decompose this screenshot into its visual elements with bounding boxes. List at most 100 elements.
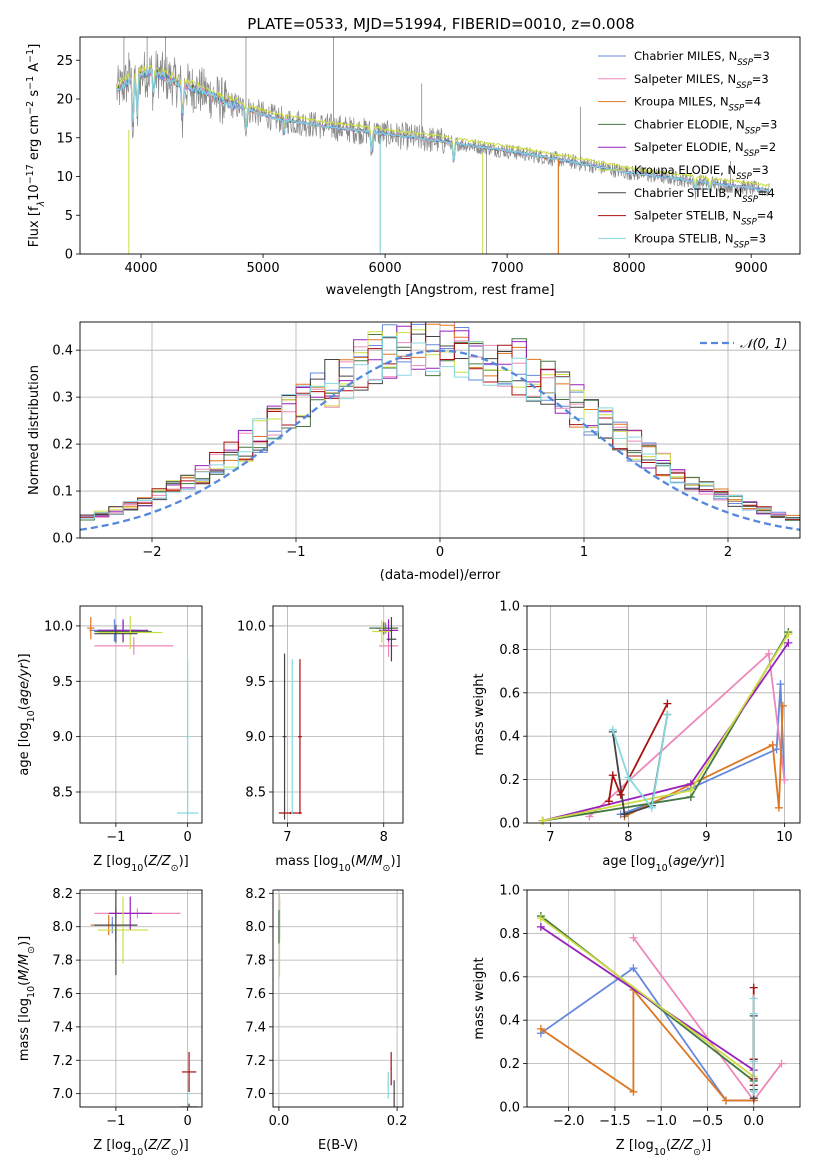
x-tick-label: 8000: [613, 261, 646, 276]
x-tick-label: 5000: [247, 261, 280, 276]
x-axis-label: age [log10(age/yr)]: [602, 854, 724, 874]
legend-entry: Salpeter STELIB, NSSP=4: [634, 209, 774, 228]
weight-marker: [616, 790, 625, 799]
mass_vs_ebv-panel: 0.0 0.2 7.0 7.2 7.4 7.6 7.8 8.0 8.2 E(B-V): [245, 887, 407, 1153]
x-axis-label: E(B-V): [318, 1138, 358, 1153]
y-tick-label: 5: [65, 209, 73, 224]
axes-frame: [526, 605, 801, 824]
weight-marker: [776, 680, 785, 689]
x-tick-label: 0.0: [743, 1114, 764, 1129]
weight-marker: [721, 1096, 730, 1105]
weight-series-salpeter_stelib: [608, 703, 669, 802]
axes-frame: [79, 889, 203, 1108]
x-tick-label: 7: [546, 830, 554, 845]
y-tick-label: 25: [56, 54, 73, 69]
weight-marker: [764, 649, 773, 658]
axes-frame: [272, 605, 404, 824]
y-tick-label: 10.0: [44, 619, 73, 634]
weight-marker: [774, 803, 783, 812]
x-axis-label: Z [log10(Z/Z⊙)]: [616, 1138, 711, 1158]
weight-marker: [749, 1087, 758, 1096]
weight-marker: [629, 964, 638, 973]
x-tick-label: 0: [184, 830, 192, 845]
y-axis-label: mass weight: [472, 673, 487, 755]
legend-entry: Chabrier STELIB, NSSP=4: [634, 186, 775, 205]
x-tick-label: −1: [106, 1114, 125, 1129]
histogram-salpeter_miles: [80, 322, 800, 521]
y-tick-label: 9.0: [245, 730, 266, 745]
axes-frame: [79, 605, 203, 824]
x-tick-label: −1: [286, 545, 305, 560]
x-axis-label: Z [log10(Z/Z⊙)]: [93, 1138, 188, 1158]
axes-frame: [79, 36, 801, 255]
weight-marker: [784, 638, 793, 647]
y-tick-label: 8.5: [52, 786, 73, 801]
y-axis-label: Normed distribution: [27, 365, 42, 495]
x-tick-label: 9000: [735, 261, 768, 276]
x-tick-label: 8: [624, 830, 632, 845]
y-tick-label: 0.4: [52, 344, 73, 359]
y-tick-label: 0.0: [499, 817, 520, 832]
figure-title: PLATE=0533, MJD=51994, FIBERID=0010, z=0…: [247, 15, 634, 33]
legend-entry: 𝒩(0, 1): [740, 337, 787, 352]
y-tick-label: 7.2: [52, 1054, 73, 1069]
y-tick-label: 7.8: [52, 954, 73, 969]
y-tick-label: 15: [56, 131, 73, 146]
weight-marker: [777, 1059, 786, 1068]
normal-curve: [80, 349, 800, 531]
y-tick-label: 7.4: [245, 1020, 266, 1035]
x-tick-label: 0.0: [269, 1114, 290, 1129]
y-tick-label: 7.0: [52, 1087, 73, 1102]
x-tick-label: −1.0: [645, 1114, 677, 1129]
y-tick-label: 0.0: [499, 1101, 520, 1116]
weight-marker: [749, 994, 758, 1003]
x-axis-label: (data-model)/error: [380, 568, 501, 583]
y-tick-label: 10.0: [237, 619, 266, 634]
x-axis-label: wavelength [Angstrom, rest frame]: [326, 283, 555, 298]
x-tick-label: −2.0: [553, 1114, 585, 1129]
weight-marker: [536, 1024, 545, 1033]
weight-series-kroupa_elodie: [540, 917, 755, 1078]
weight-marker: [768, 740, 777, 749]
weight-series-kroupa_stelib: [611, 714, 669, 810]
y-tick-label: 0.8: [499, 643, 520, 658]
weight-marker: [749, 1057, 758, 1066]
weight-marker: [778, 701, 787, 710]
y-tick-label: 0.6: [499, 970, 520, 985]
y-tick-label: 0.2: [499, 773, 520, 788]
y-tick-label: 7.8: [245, 954, 266, 969]
weight-marker: [663, 699, 672, 708]
legend-entry: Salpeter ELODIE, NSSP=2: [634, 140, 776, 159]
y-tick-label: 0.4: [499, 730, 520, 745]
y-tick-label: 9.0: [52, 730, 73, 745]
y-tick-label: 0.1: [52, 485, 73, 500]
weight-marker: [663, 710, 672, 719]
x-tick-label: 4000: [124, 261, 157, 276]
weight-marker: [686, 786, 695, 795]
weight-marker: [620, 810, 629, 819]
x-tick-label: 10: [776, 830, 793, 845]
axes-frame: [526, 889, 801, 1108]
y-axis-label: Flux [fλ10−17 erg cm−2 s−1 A−1]: [25, 44, 47, 248]
weight-marker: [536, 914, 545, 923]
y-tick-label: 0.3: [52, 391, 73, 406]
x-tick-label: 0: [184, 1114, 192, 1129]
y-tick-label: 8.5: [245, 786, 266, 801]
histogram-salpeter_stelib: [80, 322, 800, 520]
mass_vs_z-panel: −1 0 7.0 7.2 7.4 7.6 7.8 8.0 8.2 Z [log10(Z/Z⊙)] m…: [17, 887, 203, 1158]
weight-marker: [536, 922, 545, 931]
y-tick-label: 0: [65, 248, 73, 263]
x-tick-label: 7000: [491, 261, 524, 276]
legend-entry: Chabrier MILES, NSSP=3: [634, 49, 770, 68]
y-tick-label: 8.0: [245, 920, 266, 935]
y-tick-label: 1.0: [499, 884, 520, 899]
x-tick-label: 9: [702, 830, 710, 845]
y-tick-label: 7.0: [245, 1087, 266, 1102]
y-axis-label: age [log10(age/yr)]: [17, 653, 37, 775]
y-tick-label: 8.2: [245, 887, 266, 902]
age_vs_mass-panel: 7 8 8.5 9.0 9.5 10.0 mass [log10(M/M⊙)]: [237, 605, 404, 874]
x-tick-label: 0.2: [387, 1114, 408, 1129]
weight-series-chabrier_miles: [540, 966, 754, 1102]
legend-entry: Kroupa ELODIE, NSSP=3: [634, 163, 769, 182]
y-tick-label: 10: [56, 170, 73, 185]
